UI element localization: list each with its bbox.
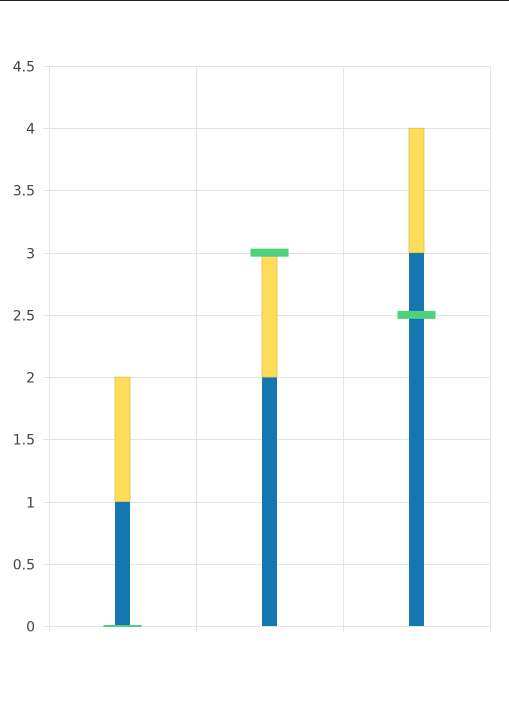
- marker-dash: [250, 248, 289, 257]
- bar-segment: [261, 252, 278, 378]
- bar-segment: [409, 252, 424, 626]
- y-tick-label: 1: [26, 496, 35, 512]
- bar-segment: [114, 376, 131, 502]
- y-tick-label: 4.5: [13, 60, 35, 76]
- y-tick-label: 0: [26, 620, 35, 636]
- top-border-line: [0, 0, 509, 1]
- y-tick-label: 4: [26, 122, 35, 138]
- y-tick-label: 2.5: [13, 309, 35, 325]
- chart-bars: [114, 127, 425, 626]
- y-axis-tick-labels: 0 0.5 1 1.5 2 2.5 3 3.5 4 4.5: [13, 60, 35, 636]
- y-tick-label: 0.5: [13, 558, 35, 574]
- marker-dash: [397, 310, 436, 319]
- y-tick-label: 3: [26, 247, 35, 263]
- bar-segment: [115, 501, 130, 626]
- marker-dash: [103, 625, 142, 627]
- y-tick-label: 2: [26, 371, 35, 387]
- y-tick-label: 1.5: [13, 433, 35, 449]
- y-tick-label: 3.5: [13, 184, 35, 200]
- bar-segment: [408, 127, 425, 254]
- bar-segment: [262, 377, 277, 626]
- chart-markers: [103, 248, 436, 627]
